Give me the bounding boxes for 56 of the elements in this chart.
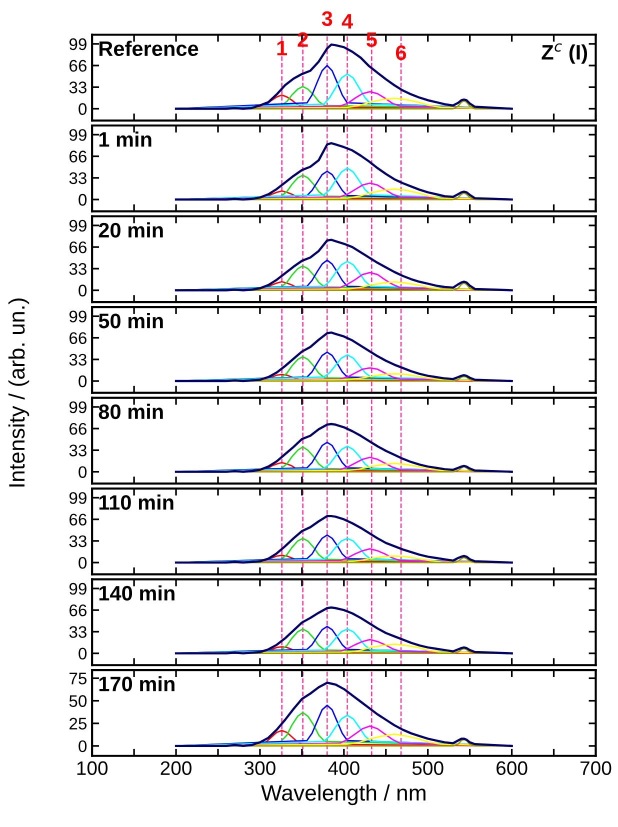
y-tick-label: 0 bbox=[78, 556, 87, 569]
x-tick-label: 300 bbox=[244, 761, 276, 776]
y-tick-label: 0 bbox=[78, 375, 87, 388]
chart-title: 80 min bbox=[98, 404, 163, 420]
x-tick-label: 400 bbox=[328, 761, 360, 776]
y-tick-label: 66 bbox=[70, 332, 86, 344]
x-tick-label: 500 bbox=[412, 761, 444, 776]
y-tick-label: 99 bbox=[69, 129, 86, 141]
y-tick-label: 99 bbox=[69, 38, 86, 50]
y-tick-label: 0 bbox=[78, 648, 87, 660]
y-tick-label: 99 bbox=[69, 582, 86, 595]
y-tick-label: 0 bbox=[78, 103, 87, 115]
y-tick-label: 0 bbox=[78, 466, 87, 478]
y-tick-label: 66 bbox=[70, 514, 86, 526]
y-tick-label: 33 bbox=[69, 172, 86, 184]
y-tick-label: 99 bbox=[69, 310, 86, 322]
y-tick-label: 33 bbox=[69, 444, 86, 456]
chart-title: 140 min bbox=[99, 585, 174, 601]
annotation: 1 bbox=[277, 40, 288, 56]
x-tick-label: 200 bbox=[160, 761, 192, 776]
y-tick-label: 66 bbox=[70, 422, 86, 435]
chart-title: 110 min bbox=[99, 494, 174, 510]
annotation: 6 bbox=[396, 45, 406, 60]
chart-title: 20 min bbox=[98, 222, 163, 238]
chart-title: Reference bbox=[100, 40, 198, 56]
x-tick-label: 700 bbox=[580, 761, 612, 776]
y-tick-label: 0 bbox=[78, 740, 87, 752]
y-tick-label: 66 bbox=[70, 60, 86, 72]
y-tick-label: 50 bbox=[69, 695, 87, 707]
annotation: 3 bbox=[322, 11, 332, 26]
x-axis-title: Wavelength / nm bbox=[261, 784, 426, 806]
x-tick-label: 100 bbox=[77, 761, 108, 776]
chart-title: 50 min bbox=[98, 313, 163, 328]
y-tick-label: 66 bbox=[70, 150, 86, 162]
y-tick-label: 33 bbox=[69, 626, 86, 638]
y-tick-label: 66 bbox=[70, 241, 86, 254]
y-tick-label: 99 bbox=[69, 492, 86, 504]
chart-title: 170 min bbox=[99, 676, 174, 692]
y-tick-label: 66 bbox=[70, 604, 86, 616]
y-axis-title: Intensity / (arb. un.) bbox=[8, 298, 30, 486]
annotation: Z$^{c}$ (I) bbox=[542, 43, 588, 64]
y-tick-label: 33 bbox=[69, 82, 86, 94]
annotation: 2 bbox=[298, 32, 308, 47]
annotation: 4 bbox=[342, 14, 353, 28]
x-tick-label: 600 bbox=[496, 761, 528, 776]
annotation: 5 bbox=[366, 32, 377, 47]
y-tick-label: 0 bbox=[78, 284, 87, 296]
y-tick-label: 75 bbox=[70, 672, 87, 684]
chart-title: 1 min bbox=[99, 132, 152, 147]
y-tick-label: 0 bbox=[78, 194, 87, 206]
y-tick-label: 99 bbox=[69, 220, 86, 232]
y-tick-label: 33 bbox=[69, 535, 86, 548]
y-tick-label: 33 bbox=[69, 263, 86, 275]
y-tick-label: 99 bbox=[69, 401, 86, 414]
y-tick-label: 33 bbox=[69, 354, 86, 366]
y-tick-label: 25 bbox=[70, 718, 87, 730]
